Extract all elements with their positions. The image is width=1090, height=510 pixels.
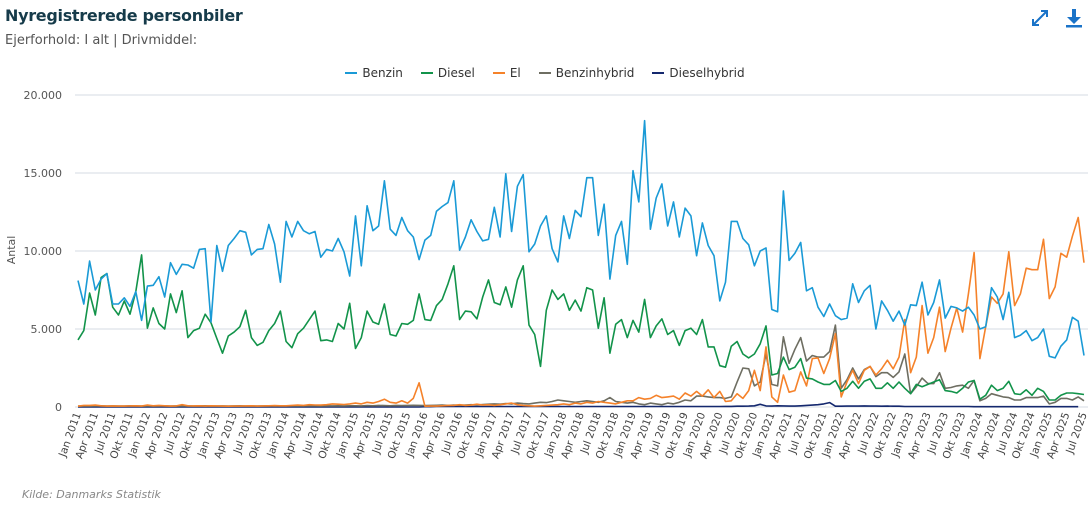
chart-toolbar — [1030, 8, 1084, 28]
legend-label: Benzin — [362, 66, 403, 80]
legend-swatch — [345, 72, 358, 74]
legend-label: Dieselhybrid — [669, 66, 745, 80]
series-line-dieselhybrid[interactable] — [78, 401, 1079, 408]
legend-swatch — [492, 72, 505, 74]
chart-subtitle: Ejerforhold: I alt | Drivmiddel: — [5, 33, 198, 48]
legend-label: El — [509, 66, 521, 80]
expand-icon[interactable] — [1030, 8, 1050, 28]
y-tick-label: 5.000 — [31, 323, 63, 336]
legend-item-el[interactable]: El — [492, 66, 521, 80]
chart-title: Nyregistrerede personbiler — [5, 6, 243, 25]
legend-swatch — [538, 72, 551, 74]
legend-item-diesel[interactable]: Diesel — [420, 66, 475, 80]
series-line-benzin[interactable] — [77, 119, 1085, 359]
y-tick-label: 10.000 — [24, 245, 63, 258]
legend-item-benzinhybrid[interactable]: Benzinhybrid — [538, 66, 635, 80]
y-tick-label: 20.000 — [24, 89, 63, 102]
y-axis-label: Antal — [5, 236, 18, 265]
download-icon[interactable] — [1064, 8, 1084, 28]
source-note: Kilde: Danmarks Statistik — [22, 488, 161, 501]
chart-legend: Benzin Diesel El Benzinhybrid Dieselhybrid — [0, 66, 1090, 80]
series-line-el[interactable] — [77, 216, 1085, 408]
legend-label: Diesel — [437, 66, 475, 80]
legend-swatch — [420, 72, 433, 74]
y-tick-label: 15.000 — [24, 167, 63, 180]
legend-swatch — [652, 72, 665, 74]
legend-item-benzin[interactable]: Benzin — [345, 66, 403, 80]
legend-item-dieselhybrid[interactable]: Dieselhybrid — [652, 66, 745, 80]
y-tick-label: 0 — [55, 401, 62, 414]
series-line-diesel[interactable] — [77, 254, 1085, 401]
legend-label: Benzinhybrid — [555, 66, 635, 80]
